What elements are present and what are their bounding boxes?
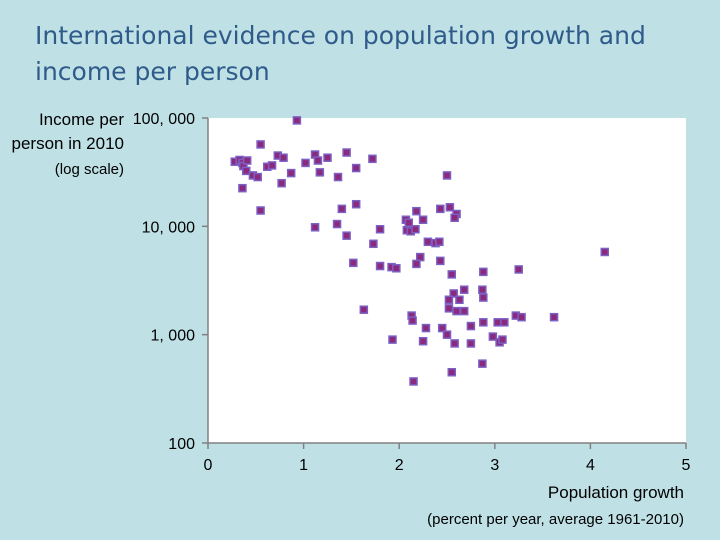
data-point bbox=[313, 156, 323, 165]
data-point bbox=[238, 183, 247, 193]
data-point bbox=[514, 265, 523, 274]
data-point bbox=[351, 163, 361, 173]
data-point bbox=[488, 332, 498, 341]
data-point bbox=[351, 199, 361, 209]
data-point bbox=[242, 156, 252, 165]
data-point bbox=[310, 223, 320, 232]
data-point bbox=[388, 335, 397, 344]
data-point bbox=[600, 247, 609, 257]
x-tick-label: 3 bbox=[490, 457, 499, 474]
data-point bbox=[375, 261, 385, 271]
data-point bbox=[267, 161, 277, 170]
x-tick-label: 4 bbox=[586, 457, 595, 474]
data-point bbox=[342, 148, 351, 157]
data-point bbox=[436, 204, 445, 214]
plot-area bbox=[208, 118, 686, 443]
data-point bbox=[375, 224, 385, 234]
data-point bbox=[498, 335, 507, 344]
data-point bbox=[450, 339, 459, 348]
data-point bbox=[342, 231, 351, 240]
data-point bbox=[444, 295, 454, 305]
y-axis-label: Income per person in 2010 bbox=[11, 110, 124, 153]
x-tick-label: 1 bbox=[299, 457, 308, 474]
data-point bbox=[450, 213, 459, 223]
data-point bbox=[442, 330, 452, 339]
data-point bbox=[359, 305, 369, 314]
data-point bbox=[412, 206, 421, 216]
data-point bbox=[466, 321, 476, 331]
data-point bbox=[549, 312, 559, 322]
x-axis-label-block: Population growth (percent per year, ave… bbox=[427, 482, 684, 530]
data-point bbox=[459, 306, 469, 316]
data-point bbox=[392, 264, 401, 273]
data-point bbox=[332, 219, 342, 229]
data-point bbox=[455, 295, 464, 305]
x-axis-label: Population growth bbox=[547, 483, 684, 502]
data-point bbox=[442, 171, 452, 180]
data-point bbox=[277, 178, 286, 188]
data-point bbox=[415, 252, 425, 262]
data-point bbox=[286, 168, 296, 178]
y-tick-label: 1, 000 bbox=[151, 328, 196, 345]
data-point bbox=[517, 312, 526, 322]
data-point bbox=[421, 323, 431, 333]
data-point bbox=[479, 318, 488, 327]
x-tick-label: 2 bbox=[395, 457, 404, 474]
data-point bbox=[479, 267, 488, 277]
data-point bbox=[241, 166, 251, 176]
data-point bbox=[445, 203, 455, 212]
data-point bbox=[253, 172, 262, 182]
y-axis-label-block: Income per person in 2010 (log scale) bbox=[10, 108, 124, 181]
data-point bbox=[466, 339, 476, 348]
data-point bbox=[418, 215, 428, 225]
data-point bbox=[409, 377, 418, 386]
y-tick-label: 10, 000 bbox=[142, 219, 195, 236]
x-tick-label: 5 bbox=[682, 457, 691, 474]
data-point bbox=[301, 158, 310, 168]
data-point bbox=[292, 116, 302, 125]
data-point bbox=[435, 237, 444, 247]
data-point bbox=[436, 256, 445, 266]
axis-ticks: 0 1 2 3 4 5 100 1, 000 10, 000 100, 000 bbox=[133, 111, 691, 474]
data-point bbox=[337, 204, 347, 214]
data-point bbox=[447, 367, 457, 377]
data-point bbox=[368, 154, 377, 164]
data-point bbox=[333, 172, 343, 182]
data-point bbox=[408, 316, 417, 325]
data-point bbox=[452, 306, 461, 316]
data-point bbox=[256, 206, 265, 215]
data-point bbox=[418, 336, 428, 346]
data-points bbox=[230, 116, 609, 386]
data-point bbox=[412, 259, 421, 269]
chart-title: International evidence on population gro… bbox=[35, 21, 646, 86]
data-point bbox=[256, 140, 265, 149]
data-point bbox=[478, 285, 487, 294]
y-tick-label: 100, 000 bbox=[133, 111, 195, 128]
data-point bbox=[423, 237, 433, 247]
y-tick-label: 100 bbox=[168, 436, 195, 453]
data-point bbox=[449, 289, 458, 298]
data-point bbox=[323, 153, 332, 162]
data-point bbox=[459, 285, 469, 294]
data-point bbox=[479, 293, 488, 302]
data-point bbox=[478, 359, 487, 368]
data-point bbox=[447, 270, 457, 279]
data-point bbox=[500, 318, 509, 327]
data-point bbox=[349, 258, 358, 268]
data-point bbox=[315, 168, 325, 177]
data-point bbox=[444, 304, 454, 313]
data-point bbox=[411, 224, 420, 234]
x-tick-label: 0 bbox=[204, 457, 213, 474]
y-axis-note: (log scale) bbox=[54, 161, 124, 178]
data-point bbox=[279, 153, 288, 162]
x-axis-note: (percent per year, average 1961-2010) bbox=[427, 511, 684, 528]
data-point bbox=[437, 323, 447, 333]
data-point bbox=[369, 239, 378, 249]
